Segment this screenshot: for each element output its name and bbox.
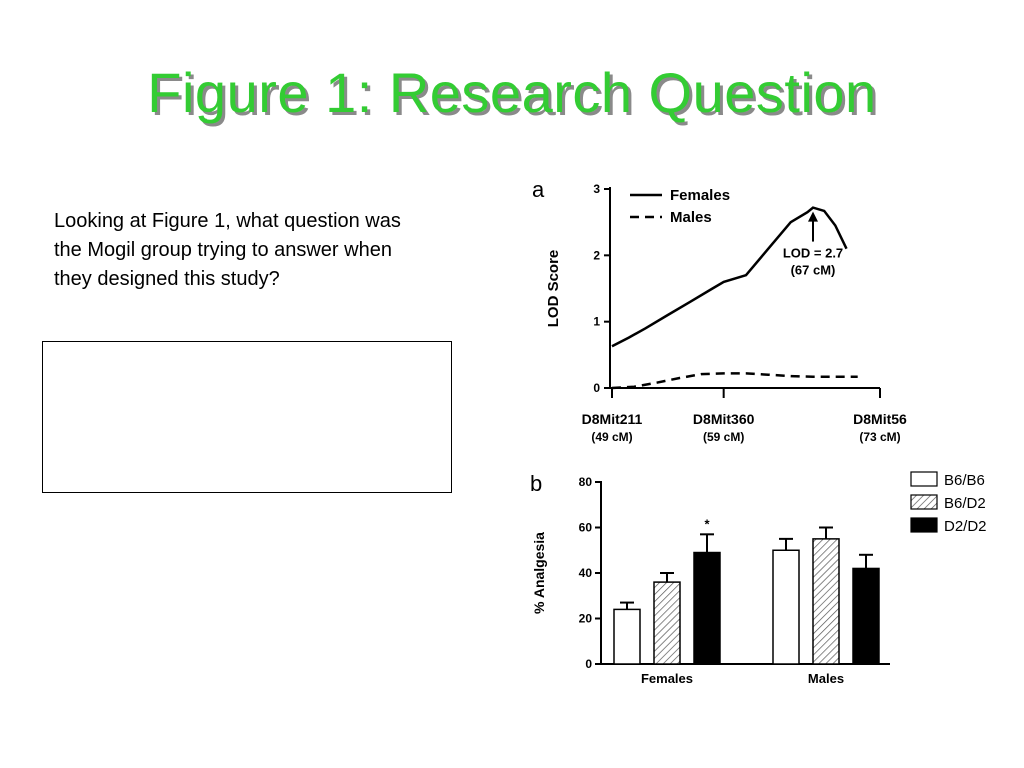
bar-males-d2-d2 — [852, 567, 880, 665]
legend-label-males: Males — [670, 209, 712, 226]
bar-females-b6-b6 — [613, 608, 641, 665]
series-line-females — [611, 206, 848, 348]
panel-a-marker-label: D8Mit360 — [693, 411, 755, 427]
legend-swatch-b6-d2 — [910, 494, 938, 510]
series-line-males — [611, 372, 858, 390]
bar-males-b6-b6 — [772, 549, 800, 665]
panel-b-analgesia-chart: b 0 20 40 60 80 % Analgesia * Females Males B6/B6 B… — [530, 471, 987, 686]
figure-1: a 0 1 2 3 LOD Score D8Mit211 (49 cM) D8Mit360 (59… — [530, 177, 987, 686]
panel-b-y-tick-label: 60 — [579, 521, 593, 535]
category-label-females: Females — [641, 671, 693, 686]
panel-a-letter: a — [532, 177, 545, 202]
slide-title: Figure 1: Research Question — [147, 61, 877, 124]
panel-a-y-tick-label: 1 — [593, 315, 600, 329]
legend-swatch-d2-d2 — [910, 517, 938, 533]
bar-females-d2-d2 — [693, 551, 721, 665]
bar-males-b6-d2 — [812, 538, 840, 665]
panel-b-y-tick-label: 80 — [579, 475, 593, 489]
annotation-arrow-head — [808, 211, 818, 222]
panel-a-y-tick-label: 0 — [593, 381, 600, 395]
panel-a-y-axis-title: LOD Score — [545, 250, 562, 328]
panel-a-marker-position: (73 cM) — [859, 430, 900, 444]
panel-b-y-tick-label: 0 — [585, 657, 592, 671]
legend-label-d2-d2: D2/D2 — [944, 518, 987, 535]
category-label-males: Males — [808, 671, 844, 686]
panel-a-lod-chart: a 0 1 2 3 LOD Score D8Mit211 (49 cM) D8Mit360 (59… — [532, 177, 907, 444]
legend-label-b6-b6: B6/B6 — [944, 472, 985, 489]
legend-swatch-b6-b6 — [910, 471, 938, 487]
panel-b-y-axis-title: % Analgesia — [531, 532, 547, 614]
annotation-lod-value: LOD = 2.7 — [783, 246, 843, 261]
answer-text-box[interactable] — [42, 341, 452, 493]
significance-marker: * — [704, 516, 710, 531]
panel-a-y-tick-label: 2 — [593, 248, 600, 262]
panel-a-marker-position: (59 cM) — [703, 430, 744, 444]
annotation-lod-position: (67 cM) — [791, 263, 836, 278]
panel-a-marker-label: D8Mit56 — [853, 411, 907, 427]
panel-a-marker-position: (49 cM) — [591, 430, 632, 444]
panel-a-y-tick-label: 3 — [593, 182, 600, 196]
panel-b-y-tick-label: 20 — [579, 612, 593, 626]
panel-b-letter: b — [530, 471, 542, 496]
panel-b-y-tick-label: 40 — [579, 566, 593, 580]
legend-label-females: Females — [670, 187, 730, 204]
panel-a-marker-label: D8Mit211 — [582, 411, 643, 427]
legend-label-b6-d2: B6/D2 — [944, 495, 986, 512]
bar-females-b6-d2 — [653, 581, 681, 665]
question-prompt: Looking at Figure 1, what question was t… — [54, 210, 401, 290]
